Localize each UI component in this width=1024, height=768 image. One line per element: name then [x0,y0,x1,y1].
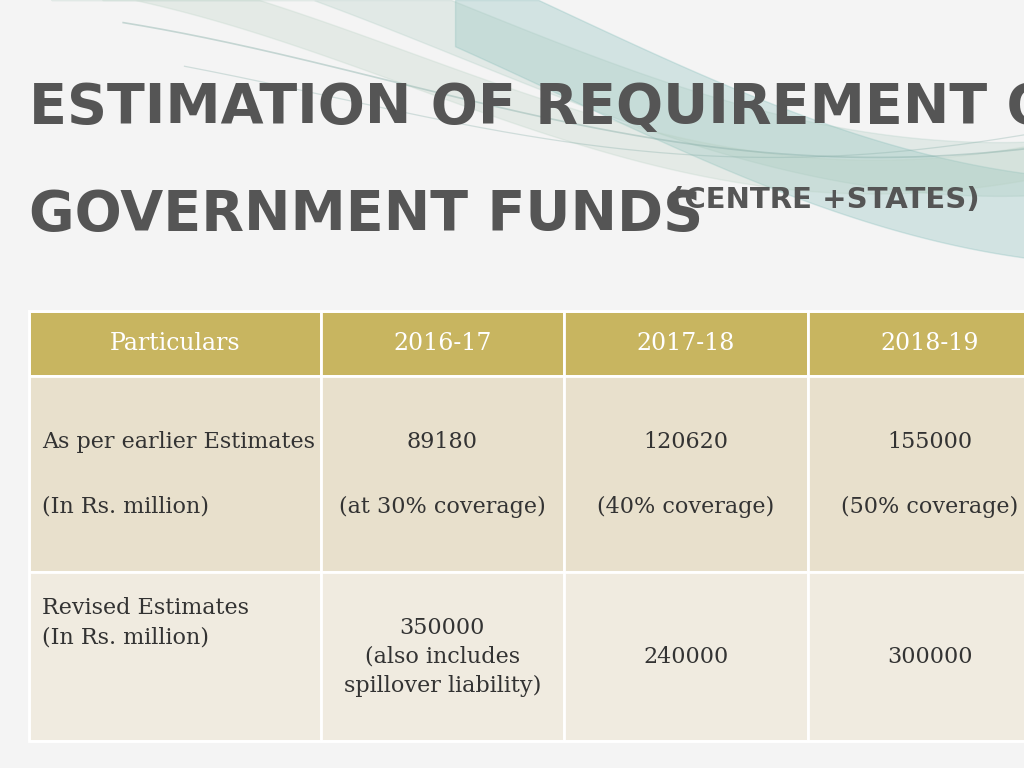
Text: GOVERNMENT FUNDS: GOVERNMENT FUNDS [29,188,702,242]
Bar [564,376,808,572]
Text: ESTIMATION OF REQUIREMENT OF: ESTIMATION OF REQUIREMENT OF [29,81,1024,134]
Bar [564,572,808,741]
Bar [29,572,321,741]
Bar [29,311,321,376]
Text: 300000: 300000 [887,646,973,667]
Bar [321,311,564,376]
Text: As per earlier Estimates

(In Rs. million): As per earlier Estimates (In Rs. million… [42,431,315,518]
Bar [808,311,1024,376]
Bar [808,376,1024,572]
Text: 2016-17: 2016-17 [393,333,492,355]
Bar [321,376,564,572]
Text: 2017-18: 2017-18 [637,333,735,355]
Text: 2018-19: 2018-19 [881,333,979,355]
Text: 155000

(50% coverage): 155000 (50% coverage) [841,431,1019,518]
Text: Particulars: Particulars [110,333,240,355]
Bar [564,311,808,376]
Bar [321,572,564,741]
Text: 89180

(at 30% coverage): 89180 (at 30% coverage) [339,431,546,518]
Text: 240000: 240000 [643,646,729,667]
Bar [808,572,1024,741]
Text: 350000
(also includes
spillover liability): 350000 (also includes spillover liabilit… [344,617,541,697]
Text: 120620

(40% coverage): 120620 (40% coverage) [597,431,775,518]
Text: Revised Estimates
(In Rs. million): Revised Estimates (In Rs. million) [42,598,249,648]
Bar [29,311,1024,741]
Text: (CENTRE +STATES): (CENTRE +STATES) [671,186,979,214]
Bar [29,376,321,572]
